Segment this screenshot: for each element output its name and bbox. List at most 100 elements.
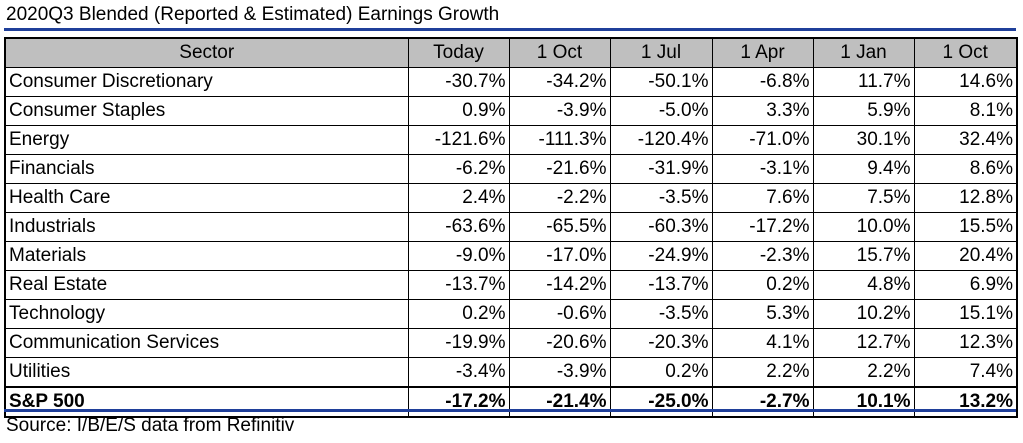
footer-rule — [4, 409, 1016, 412]
table-row: Materials -9.0% -17.0% -24.9% -2.3% 15.7% 20.4… — [4, 241, 1018, 271]
value-cell: -19.9% — [407, 328, 510, 358]
table-row: Health Care 2.4% -2.2% -3.5% 7.6% 7.5% 12.8% — [4, 183, 1018, 213]
value-cell: -20.3% — [609, 328, 713, 358]
sector-cell: S&P 500 — [4, 386, 409, 418]
value-cell: -6.2% — [407, 154, 510, 184]
value-cell: 7.4% — [913, 357, 1018, 388]
value-cell: -17.2% — [711, 212, 814, 242]
value-cell: -34.2% — [508, 67, 611, 97]
value-cell: 8.6% — [913, 154, 1018, 184]
value-cell: -0.6% — [508, 299, 611, 329]
column-header-today: Today — [407, 37, 510, 68]
value-cell: -17.2% — [407, 386, 510, 418]
value-cell: -121.6% — [407, 125, 510, 155]
value-cell: 10.2% — [812, 299, 915, 329]
title-rule — [4, 28, 1016, 31]
value-cell: 4.8% — [812, 270, 915, 300]
sector-cell: Real Estate — [4, 270, 409, 300]
value-cell: 7.6% — [711, 183, 814, 213]
value-cell: -71.0% — [711, 125, 814, 155]
sector-cell: Health Care — [4, 183, 409, 213]
sector-cell: Energy — [4, 125, 409, 155]
table-row: Real Estate -13.7% -14.2% -13.7% 0.2% 4.8% 6.9… — [4, 270, 1018, 300]
column-header-1-jul: 1 Jul — [609, 37, 713, 68]
value-cell: 5.3% — [711, 299, 814, 329]
value-cell: -25.0% — [609, 386, 713, 418]
value-cell: 12.3% — [913, 328, 1018, 358]
value-cell: -2.2% — [508, 183, 611, 213]
table-row: Financials -6.2% -21.6% -31.9% -3.1% 9.4% 8.6% — [4, 154, 1018, 184]
sector-cell: Technology — [4, 299, 409, 329]
value-cell: 2.2% — [711, 357, 814, 388]
sector-cell: Materials — [4, 241, 409, 271]
earnings-growth-table: Sector Today 1 Oct 1 Jul 1 Apr 1 Jan 1 O… — [4, 37, 1018, 418]
value-cell: -30.7% — [407, 67, 510, 97]
table-body: Consumer Discretionary -30.7% -34.2% -50.1%… — [4, 67, 1018, 418]
value-cell: 12.8% — [913, 183, 1018, 213]
value-cell: -6.8% — [711, 67, 814, 97]
value-cell: -17.0% — [508, 241, 611, 271]
sector-cell: Communication Services — [4, 328, 409, 358]
table-row: Consumer Staples 0.9% -3.9% -5.0% 3.3% 5.9% 8.… — [4, 96, 1018, 126]
value-cell: -13.7% — [609, 270, 713, 300]
value-cell: 0.9% — [407, 96, 510, 126]
value-cell: -3.9% — [508, 357, 611, 388]
value-cell: 6.9% — [913, 270, 1018, 300]
value-cell: 15.1% — [913, 299, 1018, 329]
value-cell: 8.1% — [913, 96, 1018, 126]
table-row: Utilities -3.4% -3.9% 0.2% 2.2% 2.2% 7.4% — [4, 357, 1018, 388]
value-cell: -5.0% — [609, 96, 713, 126]
value-cell: -2.3% — [711, 241, 814, 271]
table-row: Communication Services -19.9% -20.6% -20.3%… — [4, 328, 1018, 358]
value-cell: 2.2% — [812, 357, 915, 388]
value-cell: -63.6% — [407, 212, 510, 242]
value-cell: -65.5% — [508, 212, 611, 242]
value-cell: 0.2% — [407, 299, 510, 329]
sector-cell: Industrials — [4, 212, 409, 242]
table-row: Industrials -63.6% -65.5% -60.3% -17.2% 10.0%… — [4, 212, 1018, 242]
value-cell: 9.4% — [812, 154, 915, 184]
value-cell: 0.2% — [711, 270, 814, 300]
value-cell: 32.4% — [913, 125, 1018, 155]
value-cell: 3.3% — [711, 96, 814, 126]
sector-cell: Financials — [4, 154, 409, 184]
column-header-1-oct-prior: 1 Oct — [913, 37, 1018, 68]
value-cell: 15.7% — [812, 241, 915, 271]
value-cell: -31.9% — [609, 154, 713, 184]
value-cell: 10.1% — [812, 386, 915, 418]
column-header-1-jan: 1 Jan — [812, 37, 915, 68]
source-note: Source: I/B/E/S data from Refinitiv — [6, 415, 295, 436]
sector-cell: Consumer Staples — [4, 96, 409, 126]
value-cell: -3.5% — [609, 299, 713, 329]
header-row: Sector Today 1 Oct 1 Jul 1 Apr 1 Jan 1 O… — [4, 37, 1018, 68]
table-row: Consumer Discretionary -30.7% -34.2% -50.1%… — [4, 67, 1018, 97]
value-cell: 4.1% — [711, 328, 814, 358]
value-cell: 20.4% — [913, 241, 1018, 271]
value-cell: -2.7% — [711, 386, 814, 418]
value-cell: -24.9% — [609, 241, 713, 271]
sector-cell: Consumer Discretionary — [4, 67, 409, 97]
value-cell: 13.2% — [913, 386, 1018, 418]
value-cell: 14.6% — [913, 67, 1018, 97]
table-title: 2020Q3 Blended (Reported & Estimated) Ea… — [6, 4, 500, 25]
table-row: Energy -121.6% -111.3% -120.4% -71.0% 30.1% 32… — [4, 125, 1018, 155]
table-row: Technology 0.2% -0.6% -3.5% 5.3% 10.2% 15.1% — [4, 299, 1018, 329]
value-cell: -14.2% — [508, 270, 611, 300]
column-header-1-apr: 1 Apr — [711, 37, 814, 68]
value-cell: 0.2% — [609, 357, 713, 388]
value-cell: -3.4% — [407, 357, 510, 388]
value-cell: 5.9% — [812, 96, 915, 126]
value-cell: -13.7% — [407, 270, 510, 300]
total-row: S&P 500 -17.2% -21.4% -25.0% -2.7% 10.1% 13.2% — [4, 386, 1018, 418]
value-cell: 12.7% — [812, 328, 915, 358]
value-cell: -3.1% — [711, 154, 814, 184]
value-cell: -3.9% — [508, 96, 611, 126]
sector-cell: Utilities — [4, 357, 409, 388]
value-cell: 7.5% — [812, 183, 915, 213]
value-cell: 15.5% — [913, 212, 1018, 242]
value-cell: -3.5% — [609, 183, 713, 213]
value-cell: -21.6% — [508, 154, 611, 184]
column-header-sector: Sector — [4, 37, 409, 68]
column-header-1-oct: 1 Oct — [508, 37, 611, 68]
value-cell: 10.0% — [812, 212, 915, 242]
